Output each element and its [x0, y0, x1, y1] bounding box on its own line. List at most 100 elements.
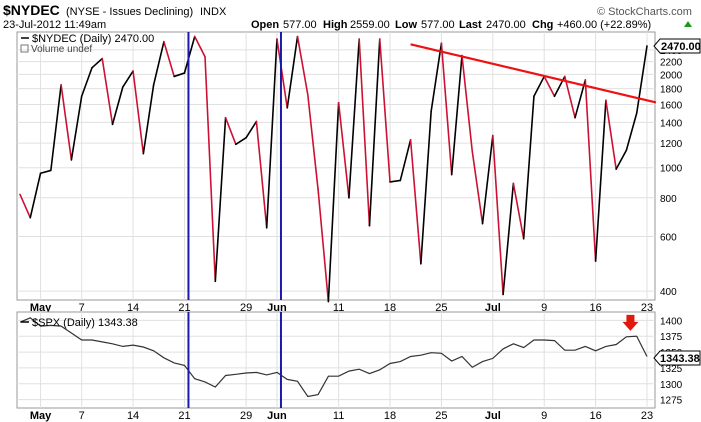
nydec-segment	[163, 40, 175, 78]
main-x-tick-label: 14	[127, 302, 139, 314]
nydec-segment	[60, 84, 73, 161]
spx-x-tick-label: Jun	[267, 410, 287, 422]
high-label: High	[323, 19, 348, 31]
spx-x-tick-label: May	[30, 410, 52, 422]
open-value: 577.00	[283, 19, 317, 31]
nydec-segment	[193, 35, 206, 58]
main-legend: $NYDEC (Daily) 2470.00	[32, 33, 154, 45]
spx-y-tick-label: 1275	[660, 396, 683, 407]
date-label: 23-Jul-2012 11:49am	[3, 19, 106, 31]
main-x-tick-label: 9	[541, 302, 547, 314]
nydec-segment	[389, 179, 402, 183]
spx-x-tick-label: 16	[589, 410, 601, 422]
nydec-segment	[19, 193, 32, 219]
spx-x-tick-label: 21	[178, 410, 190, 422]
nydec-segment	[307, 93, 319, 191]
last-label: Last	[459, 19, 482, 31]
main-x-tick-label: 23	[641, 302, 653, 314]
spx-legend: $SPX (Daily) 1343.38	[32, 317, 138, 329]
nydec-segment	[327, 101, 340, 303]
nydec-segment	[430, 42, 443, 113]
spx-x-tick-label: 23	[641, 410, 653, 422]
spx-last-price-label: 1343.38	[660, 353, 700, 365]
nydec-segment	[605, 99, 617, 170]
main-y-tick-label: 2000	[660, 70, 683, 81]
main-x-tick-label: 29	[240, 302, 252, 314]
volume-legend: Volume undef	[31, 44, 92, 55]
nydec-segment	[70, 95, 83, 161]
main-y-tick-label: 1400	[660, 118, 683, 129]
main-y-tick-label: 800	[660, 194, 677, 205]
nydec-segment	[111, 86, 124, 126]
low-value: 577.00	[421, 19, 455, 31]
nydec-segment	[337, 101, 350, 199]
nydec-segment	[615, 149, 628, 170]
nydec-segment	[409, 139, 422, 265]
nydec-segment	[265, 38, 278, 229]
main-x-tick-label: 16	[589, 302, 601, 314]
main-y-tick-label: 1800	[660, 85, 683, 96]
nydec-segment	[502, 182, 515, 296]
nydec-segment	[471, 150, 484, 225]
main-x-tick-label: 25	[435, 302, 447, 314]
exchange-label: INDX	[200, 6, 227, 18]
main-y-tick-label: 2200	[660, 58, 683, 69]
spx-x-tick-label: 11	[333, 410, 344, 422]
nydec-segment	[296, 35, 309, 96]
nydec-segment	[440, 42, 453, 176]
down-arrow-icon	[622, 314, 639, 331]
spx-y-tick-label: 1400	[660, 316, 683, 327]
nydec-segment	[420, 110, 432, 265]
nydec-segment	[522, 95, 535, 240]
main-y-tick-label: 1000	[660, 164, 683, 175]
nydec-segment	[173, 72, 186, 78]
nydec-segment	[245, 120, 258, 139]
symbol-title: $NYDEC	[3, 2, 60, 18]
spx-x-tick-label: 29	[240, 410, 252, 422]
nydec-segment	[594, 99, 607, 262]
main-x-axis: May 7 14 21 29 Jun 11 18 25 Jul 9 16 23	[30, 302, 653, 314]
nydec-segment	[584, 79, 597, 262]
spx-x-tick-label: 14	[127, 410, 139, 422]
nydec-segment	[543, 75, 556, 98]
spx-series-line	[19, 317, 648, 398]
spx-x-tick-label: 25	[435, 410, 447, 422]
nydec-segment	[91, 57, 104, 69]
high-value: 2559.00	[350, 19, 390, 31]
nydec-segment	[399, 139, 412, 182]
spx-x-tick-label: 9	[541, 410, 547, 422]
main-last-price-label: 2470.00	[661, 41, 701, 53]
nydec-segment	[317, 188, 330, 303]
main-x-tick-label: 11	[333, 302, 344, 314]
nydec-segment	[121, 70, 134, 88]
spx-x-tick-label: 7	[79, 410, 85, 422]
vertical-markers	[187, 32, 282, 300]
open-label: Open	[251, 19, 279, 31]
symbol-name: (NYSE - Issues Declining)	[66, 6, 193, 18]
spx-x-axis: May 7 14 21 29 Jun 11 18 25 Jul 9 16 23	[30, 410, 653, 422]
nydec-segment	[492, 134, 504, 296]
nydec-segment	[358, 38, 371, 227]
main-x-tick-label: May	[30, 302, 52, 314]
spx-x-tick-label: 18	[384, 410, 396, 422]
nydec-segment	[563, 75, 576, 119]
nydec-segment	[235, 136, 247, 146]
nydec-segment	[461, 54, 474, 153]
last-value: 2470.00	[486, 19, 526, 31]
nydec-segment	[204, 55, 217, 283]
main-x-tick-label: 21	[178, 302, 190, 314]
nydec-segment	[625, 112, 638, 151]
main-y-axis: 2400220020001800160014001200100080060040…	[660, 46, 683, 298]
spx-gridlines	[17, 312, 655, 408]
nydec-segment	[224, 116, 237, 146]
main-y-tick-label: 400	[660, 287, 677, 298]
nydec-segment	[214, 116, 227, 283]
nydec-segment	[533, 75, 546, 98]
main-x-tick-label: 18	[384, 302, 396, 314]
nydec-segment	[368, 38, 381, 227]
nydec-segment	[29, 172, 42, 219]
watermark: © StockCharts.com	[597, 6, 692, 18]
nydec-segment	[481, 134, 494, 225]
main-x-tick-label: Jun	[267, 302, 287, 314]
up-triangle-icon	[684, 21, 692, 27]
